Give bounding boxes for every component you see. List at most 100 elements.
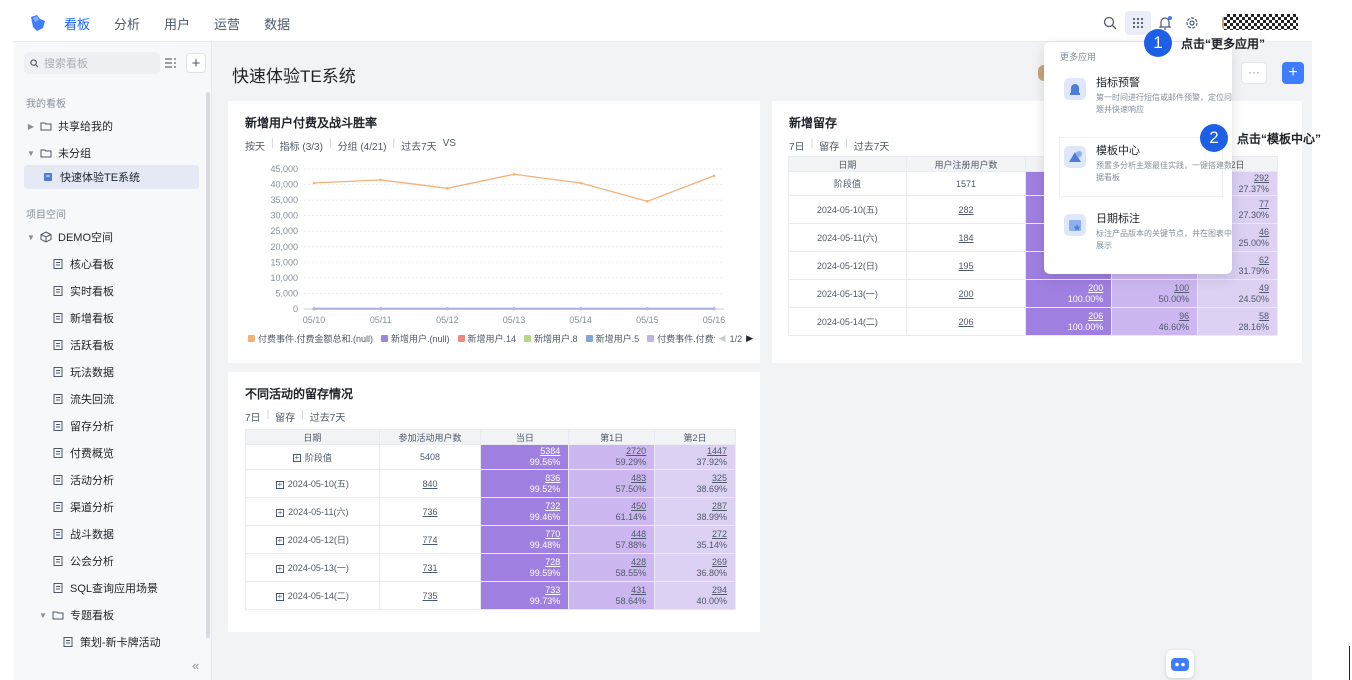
sidebar-board-item[interactable]: 流失回流 — [14, 387, 212, 411]
retention-cell[interactable]: 448 57.88% — [568, 525, 656, 554]
sidebar-scrollbar[interactable] — [206, 92, 210, 638]
filter-date-range[interactable]: 过去7天 — [401, 142, 437, 153]
retention-cell[interactable]: 58 28.16% — [1197, 307, 1278, 336]
filter-days[interactable]: 7日 — [245, 413, 261, 424]
expand-icon[interactable]: + — [275, 563, 284, 573]
column-header[interactable]: 日期 — [788, 156, 907, 172]
count-cell[interactable]: 206 — [905, 307, 1027, 336]
settings-gear-icon[interactable] — [1184, 15, 1200, 31]
tree-topic-folder[interactable]: ▼ 专题看板 — [14, 603, 212, 627]
retention-cell[interactable]: 732 99.46% — [480, 497, 570, 526]
count-cell[interactable]: 736 — [378, 497, 482, 526]
retention-cell[interactable]: 431 58.64% — [568, 581, 656, 610]
retention-cell[interactable]: 728 99.59% — [480, 553, 570, 582]
sidebar-board-item[interactable]: 战斗数据 — [14, 522, 212, 546]
count-cell[interactable]: 774 — [378, 525, 482, 554]
collapse-sidebar-button[interactable]: « — [192, 658, 200, 673]
count-cell[interactable]: 840 — [378, 469, 482, 498]
sidebar-board-item[interactable]: 付费概览 — [14, 441, 212, 465]
list-view-button[interactable] — [160, 53, 180, 73]
count-cell[interactable]: 735 — [378, 581, 482, 610]
app-logo-icon[interactable] — [28, 13, 48, 33]
count-cell[interactable]: 200 — [905, 279, 1027, 308]
nav-item-analysis[interactable]: 分析 — [114, 16, 141, 32]
legend-item[interactable]: 新增用户.14 — [457, 332, 516, 345]
legend-item[interactable]: 付费事件.付费金额总和.(null) — [248, 332, 373, 345]
board-search-input[interactable]: 搜索看板 — [24, 52, 160, 74]
retention-cell[interactable]: 5384 99.56% — [480, 444, 570, 470]
sidebar-board-item[interactable]: SQL查询应用场景 — [14, 576, 212, 600]
sidebar-board-item[interactable]: 渠道分析 — [14, 495, 212, 519]
add-report-button[interactable]: + — [1282, 62, 1304, 84]
count-cell[interactable]: 195 — [905, 251, 1027, 280]
sidebar-board-item[interactable]: 活动分析 — [14, 468, 212, 492]
sidebar-board-item[interactable]: 留存分析 — [14, 414, 212, 438]
retention-cell[interactable]: 1447 37.92% — [654, 444, 736, 470]
column-header[interactable]: 参加活动用户数 — [378, 429, 482, 445]
count-cell[interactable]: 184 — [905, 223, 1027, 252]
search-icon[interactable] — [1102, 15, 1118, 31]
retention-cell[interactable]: 770 99.48% — [480, 525, 570, 554]
app-item-date-annotation[interactable]: 日期标注 标注产品版本的关键节点，并在图表中展示 — [1060, 206, 1232, 264]
retention-cell[interactable]: 269 36.80% — [654, 553, 736, 582]
assistant-bot-button[interactable] — [1166, 650, 1194, 678]
column-header[interactable]: 日期 — [245, 429, 380, 445]
filter-metrics[interactable]: 指标 (3/3) — [279, 142, 323, 153]
date-cell[interactable]: +2024-05-13(一) — [245, 553, 380, 582]
count-cell[interactable]: 731 — [378, 553, 482, 582]
filter-date-range[interactable]: 过去7天 — [853, 142, 890, 153]
tree-selected-board[interactable]: 快速体验TE系统 — [24, 165, 199, 189]
tree-shared-with-me[interactable]: ▶ 共享给我的 — [14, 114, 212, 138]
retention-cell[interactable]: 272 35.14% — [654, 525, 736, 554]
app-item-metric-alert[interactable]: 指标预警 第一时间进行短信或邮件预警，定位问题并快速响应 — [1060, 70, 1232, 128]
sidebar-board-item[interactable]: 玩法数据 — [14, 360, 212, 384]
date-cell[interactable]: +2024-05-12(日) — [245, 525, 380, 554]
sidebar-board-item[interactable]: 新增看板 — [14, 306, 212, 330]
retention-cell[interactable]: 206 100.00% — [1025, 307, 1113, 336]
filter-groups[interactable]: 分组 (4/21) — [337, 142, 387, 153]
expand-icon[interactable]: + — [275, 479, 284, 489]
retention-cell[interactable]: 100 50.00% — [1111, 279, 1199, 308]
count-cell[interactable]: 282 — [905, 195, 1027, 224]
tree-topic-item[interactable]: 策划-新卡牌活动 — [14, 630, 212, 654]
retention-cell[interactable]: 836 99.52% — [480, 469, 570, 498]
expand-icon[interactable]: + — [292, 453, 301, 463]
filter-compare[interactable]: VS — [442, 138, 456, 149]
date-cell[interactable]: +2024-05-10(五) — [245, 469, 380, 498]
retention-cell[interactable]: 294 40.00% — [654, 581, 736, 610]
more-apps-button[interactable] — [1125, 11, 1151, 35]
retention-cell[interactable]: 450 61.14% — [568, 497, 656, 526]
sidebar-board-item[interactable]: 公会分析 — [14, 549, 212, 573]
legend-item[interactable]: 付费事件.付费金额 — [647, 332, 732, 345]
legend-item[interactable]: 新增用户.5 — [585, 332, 639, 345]
date-cell[interactable]: + 阶段值 — [245, 444, 380, 470]
filter-granularity[interactable]: 按天 — [245, 142, 265, 153]
filter-date-range[interactable]: 过去7天 — [309, 413, 346, 424]
legend-item[interactable]: 新增用户.(null) — [381, 332, 450, 345]
column-header[interactable]: 当日 — [480, 429, 570, 445]
retention-cell[interactable]: 287 38.99% — [654, 497, 736, 526]
retention-cell[interactable]: 733 99.73% — [480, 581, 570, 610]
expand-icon[interactable]: + — [275, 535, 284, 545]
expand-icon[interactable]: + — [275, 591, 284, 601]
retention-cell[interactable]: 428 58.55% — [568, 553, 656, 582]
notification-bell-icon[interactable] — [1157, 15, 1173, 31]
date-cell[interactable]: +2024-05-14(二) — [245, 581, 380, 610]
retention-cell[interactable]: 96 46.60% — [1111, 307, 1199, 336]
sidebar-board-item[interactable]: 活跃看板 — [14, 333, 212, 357]
legend-item[interactable]: 新增用户.8 — [524, 332, 578, 345]
nav-item-data[interactable]: 数据 — [264, 16, 291, 32]
filter-days[interactable]: 7日 — [789, 142, 805, 153]
expand-icon[interactable]: + — [276, 507, 285, 517]
sidebar-board-item[interactable]: 实时看板 — [14, 279, 212, 303]
filter-type[interactable]: 留存 — [819, 142, 840, 153]
retention-cell[interactable]: 200 100.00% — [1025, 279, 1113, 308]
add-board-button[interactable]: + — [186, 53, 206, 73]
prev-page-icon[interactable]: ◀ — [718, 333, 726, 343]
nav-item-operations[interactable]: 运营 — [214, 16, 241, 32]
column-header[interactable]: 第2日 — [654, 429, 736, 445]
retention-cell[interactable]: 325 38.69% — [654, 469, 736, 498]
nav-item-users[interactable]: 用户 — [164, 16, 191, 32]
next-page-icon[interactable]: ▶ — [746, 333, 753, 343]
sidebar-board-item[interactable]: 核心看板 — [14, 252, 212, 276]
